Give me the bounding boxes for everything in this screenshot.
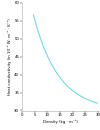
X-axis label: Density (kg · m⁻³): Density (kg · m⁻³): [43, 119, 77, 124]
Y-axis label: Heat conductivity (in 10⁻³ W· m⁻¹ · K⁻¹): Heat conductivity (in 10⁻³ W· m⁻¹ · K⁻¹): [8, 18, 12, 95]
